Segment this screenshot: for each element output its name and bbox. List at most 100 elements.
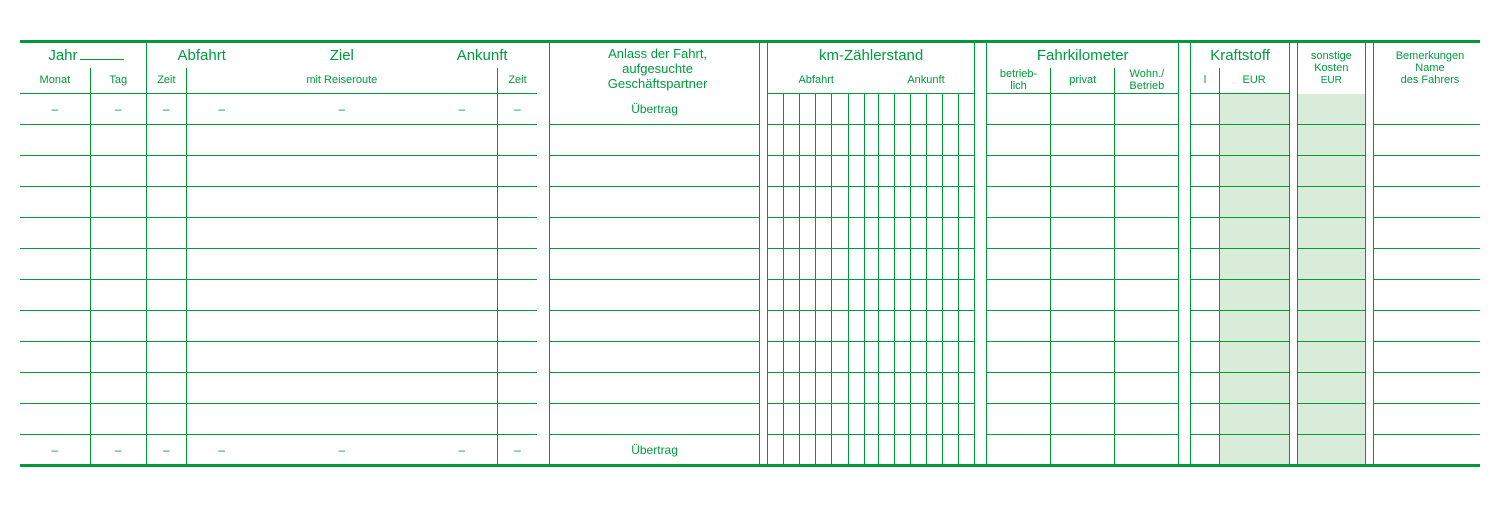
cell <box>20 311 90 342</box>
cell <box>1289 404 1297 435</box>
cell <box>186 342 256 373</box>
cell <box>784 311 800 342</box>
cell <box>800 280 816 311</box>
cell <box>910 342 926 373</box>
cell <box>537 218 549 249</box>
cell <box>146 218 186 249</box>
hdr-bemerkungen: Bemerkungen Name des Fahrers <box>1373 42 1480 94</box>
hdr-jahr: Jahr <box>20 42 146 68</box>
cell <box>1297 404 1365 435</box>
anlass-cell <box>549 125 760 156</box>
cell <box>537 435 549 466</box>
cell <box>800 404 816 435</box>
cell <box>1191 435 1219 466</box>
cell <box>800 342 816 373</box>
cell: – <box>20 94 90 125</box>
cell <box>848 373 864 404</box>
cell <box>800 435 816 466</box>
cell <box>427 280 497 311</box>
cell <box>768 280 784 311</box>
cell <box>816 342 832 373</box>
cell <box>894 311 910 342</box>
cell <box>894 249 910 280</box>
cell <box>864 342 878 373</box>
cell <box>497 311 537 342</box>
cell <box>958 311 974 342</box>
cell <box>958 125 974 156</box>
anlass-cell <box>549 373 760 404</box>
cell <box>768 311 784 342</box>
cell <box>1115 94 1179 125</box>
cell <box>894 187 910 218</box>
cell: – <box>427 435 497 466</box>
cell <box>497 156 537 187</box>
cell <box>848 311 864 342</box>
cell <box>942 218 958 249</box>
cell <box>90 373 146 404</box>
cell <box>146 156 186 187</box>
cell <box>1115 373 1179 404</box>
cell <box>20 187 90 218</box>
cell <box>784 187 800 218</box>
log-table: Jahr Abfahrt Ziel Ankunft Anlass der Fah… <box>20 40 1480 467</box>
cell <box>1289 218 1297 249</box>
cell <box>1373 156 1480 187</box>
cell: – <box>146 435 186 466</box>
cell <box>1191 311 1219 342</box>
cell <box>974 156 986 187</box>
cell <box>878 280 894 311</box>
fahrtenbuch-form: Jahr Abfahrt Ziel Ankunft Anlass der Fah… <box>0 0 1500 524</box>
cell <box>257 125 427 156</box>
cell <box>1219 342 1289 373</box>
cell <box>20 373 90 404</box>
cell <box>1051 311 1115 342</box>
cell <box>1179 125 1191 156</box>
cell <box>768 249 784 280</box>
cell <box>1051 125 1115 156</box>
hdr-ziel-sub: mit Reiseroute <box>257 68 427 94</box>
cell <box>146 280 186 311</box>
cell <box>1373 373 1480 404</box>
cell <box>784 125 800 156</box>
cell <box>1051 435 1115 466</box>
cell <box>1115 187 1179 218</box>
cell <box>1191 404 1219 435</box>
cell <box>894 156 910 187</box>
hdr-fahrkm: Fahrkilometer <box>986 42 1179 68</box>
cell <box>784 342 800 373</box>
cell <box>894 280 910 311</box>
cell <box>768 156 784 187</box>
cell <box>20 342 90 373</box>
cell <box>90 125 146 156</box>
cell <box>1115 218 1179 249</box>
cell <box>816 187 832 218</box>
cell <box>1191 342 1219 373</box>
cell: – <box>497 435 537 466</box>
cell <box>942 249 958 280</box>
cell <box>427 249 497 280</box>
cell: – <box>20 435 90 466</box>
cell <box>942 435 958 466</box>
cell <box>800 156 816 187</box>
cell <box>90 280 146 311</box>
cell <box>1297 249 1365 280</box>
cell <box>848 404 864 435</box>
cell <box>1051 156 1115 187</box>
cell <box>1373 435 1480 466</box>
cell <box>1191 94 1219 125</box>
cell <box>768 404 784 435</box>
anlass-cell: Übertrag <box>549 94 760 125</box>
cell <box>1179 280 1191 311</box>
hdr-km-ab: Abfahrt <box>768 68 864 94</box>
cell <box>832 280 848 311</box>
cell <box>497 249 537 280</box>
cell <box>832 373 848 404</box>
anlass-cell: Übertrag <box>549 435 760 466</box>
cell <box>768 94 784 125</box>
hdr-tag: Tag <box>90 68 146 94</box>
cell <box>1373 187 1480 218</box>
cell <box>958 342 974 373</box>
cell <box>1289 342 1297 373</box>
cell <box>427 404 497 435</box>
cell <box>832 156 848 187</box>
